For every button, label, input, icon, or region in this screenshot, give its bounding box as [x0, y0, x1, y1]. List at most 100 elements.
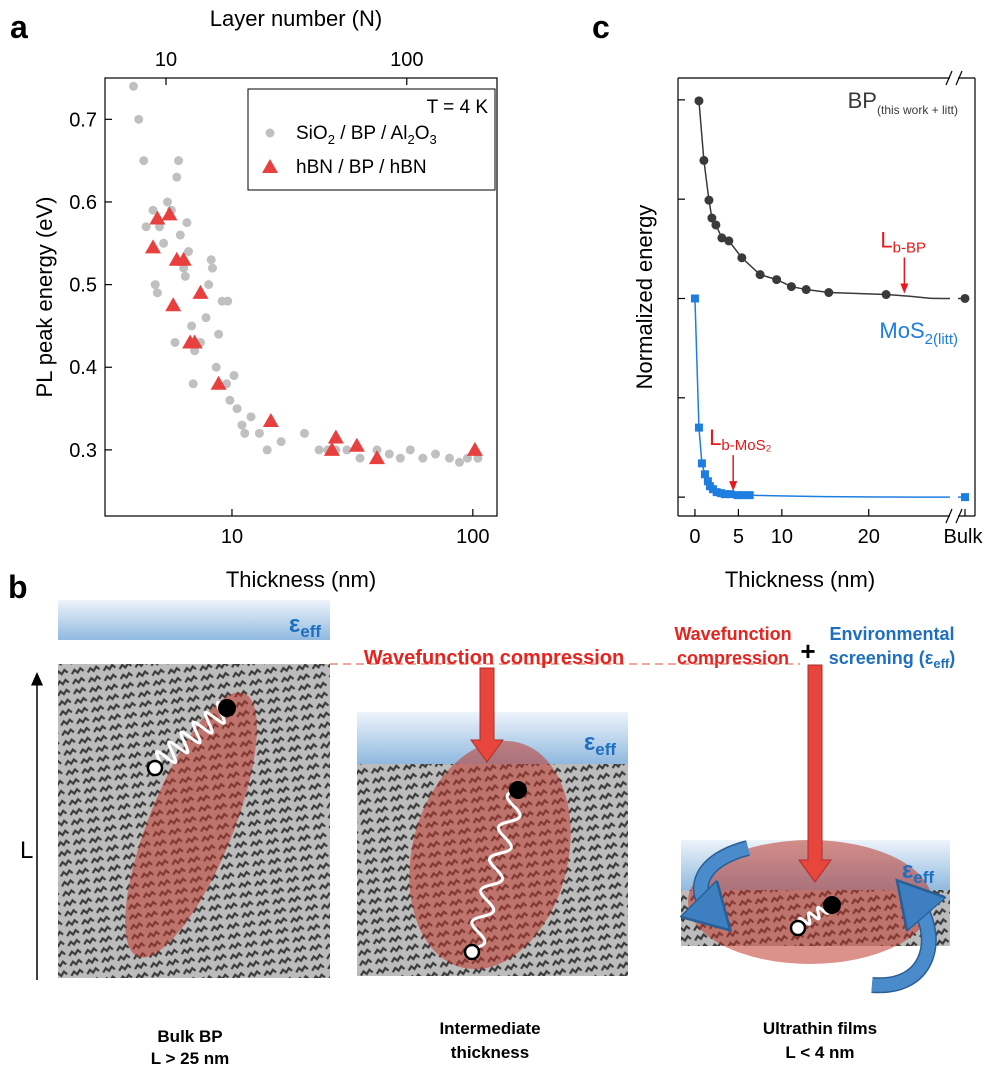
data-point — [210, 375, 227, 390]
axis-break — [945, 508, 953, 524]
data-point — [145, 239, 162, 254]
x-tick-label: Bulk — [944, 526, 984, 548]
data-point — [180, 271, 190, 281]
text-part: O — [415, 123, 430, 144]
data-point — [342, 445, 352, 455]
compression-label: Wavefunction compression — [364, 647, 624, 669]
text-part: 2 — [407, 132, 414, 147]
electron — [823, 896, 841, 914]
data-point — [327, 429, 344, 444]
screening-text: ) — [949, 648, 955, 668]
x-tick-label: 10 — [221, 526, 243, 548]
data-point — [745, 491, 754, 500]
diagram: L εeff εeff εeff Wavefunction compressio… — [20, 600, 955, 1068]
data-point — [184, 247, 194, 257]
data-point — [150, 280, 160, 290]
data-point — [824, 288, 834, 298]
data-point — [207, 263, 217, 273]
data-point — [232, 404, 242, 414]
data-point — [733, 491, 742, 500]
data-point — [154, 222, 164, 232]
data-point — [254, 428, 264, 438]
data-point — [206, 255, 216, 265]
legend-label: SiO2 / BP / Al2O3 — [296, 123, 437, 147]
text-part: hBN / BP / hBN — [296, 157, 427, 178]
x-axis-title: Thickness (nm) — [226, 567, 376, 592]
axis-label: L — [20, 837, 33, 864]
text-part: 2 — [328, 132, 335, 147]
annotation-sub: b-MoS₂ — [721, 437, 771, 454]
eps-sub: eff — [300, 622, 321, 641]
data-point — [368, 450, 385, 465]
data-point — [179, 263, 189, 273]
x-tick-label: 10 — [771, 526, 793, 548]
data-point — [148, 205, 158, 215]
x2-tick-label: 100 — [390, 49, 423, 71]
data-point — [204, 280, 214, 290]
y-axis-title: Normalized energy — [632, 205, 657, 390]
screening-label: Environmental — [829, 624, 954, 644]
data-point — [159, 238, 169, 248]
data-point — [190, 346, 200, 356]
data-point — [466, 441, 483, 456]
data-point — [694, 96, 704, 106]
data-point — [139, 156, 149, 166]
annotation: Lb-BP — [880, 228, 926, 257]
text-part: SiO — [296, 123, 328, 144]
annotation-sub: b-BP — [893, 240, 926, 257]
data-point — [431, 449, 441, 459]
eps-label: εeff — [584, 729, 617, 759]
exciton-wave — [154, 700, 228, 765]
data-point — [175, 251, 192, 266]
data-point — [323, 441, 340, 456]
annotation-arrowhead — [900, 283, 909, 294]
plot-frame — [104, 77, 498, 517]
x-tick-label: 5 — [733, 526, 744, 548]
y-tick-label: 0.3 — [69, 440, 97, 462]
y-tick-label: 0.4 — [69, 357, 97, 379]
series-label: MoS2(litt) — [879, 318, 958, 348]
legend-label: hBN / BP / hBN — [296, 157, 427, 178]
data-point — [223, 296, 233, 306]
data-point — [229, 371, 239, 381]
data-point — [225, 395, 235, 405]
data-point — [961, 493, 969, 502]
data-point — [454, 457, 464, 467]
hole — [463, 943, 481, 961]
legend-marker — [265, 128, 275, 138]
plus-sign: + — [800, 636, 815, 666]
annotation: Lb-MoS₂ — [709, 425, 771, 454]
axis-break — [955, 70, 963, 86]
data-point — [161, 206, 178, 221]
screening-label: screening (εeff) — [829, 648, 955, 671]
data-point — [697, 459, 706, 468]
data-point — [739, 491, 748, 500]
caption: thickness — [451, 1043, 529, 1062]
data-point — [355, 453, 365, 463]
bulk-connector — [886, 293, 965, 300]
data-point — [717, 233, 727, 243]
data-point — [726, 490, 735, 499]
data-point — [707, 213, 717, 223]
series-name: BP — [848, 88, 877, 113]
data-point — [690, 294, 699, 303]
data-point — [214, 329, 224, 339]
data-point — [699, 155, 709, 165]
y-tick-label: 0.6 — [69, 192, 97, 214]
compression-label: compression — [677, 648, 789, 668]
panel-label: c — [592, 9, 610, 45]
data-point — [711, 220, 721, 230]
eps-sub: eff — [913, 868, 934, 887]
y-axis-title: PL peak energy (eV) — [32, 197, 57, 398]
dielectric-layer — [58, 600, 330, 640]
data-point — [462, 453, 472, 463]
caption: L > 25 nm — [151, 1049, 230, 1068]
series-name-sub: 2(litt) — [925, 331, 958, 348]
y-tick-label: 0.7 — [69, 109, 97, 131]
compression-label: Wavefunction — [674, 624, 791, 644]
hole — [146, 759, 164, 777]
exciton-wave — [470, 788, 522, 950]
data-point — [314, 445, 324, 455]
data-point — [211, 362, 221, 372]
data-point — [201, 313, 211, 323]
